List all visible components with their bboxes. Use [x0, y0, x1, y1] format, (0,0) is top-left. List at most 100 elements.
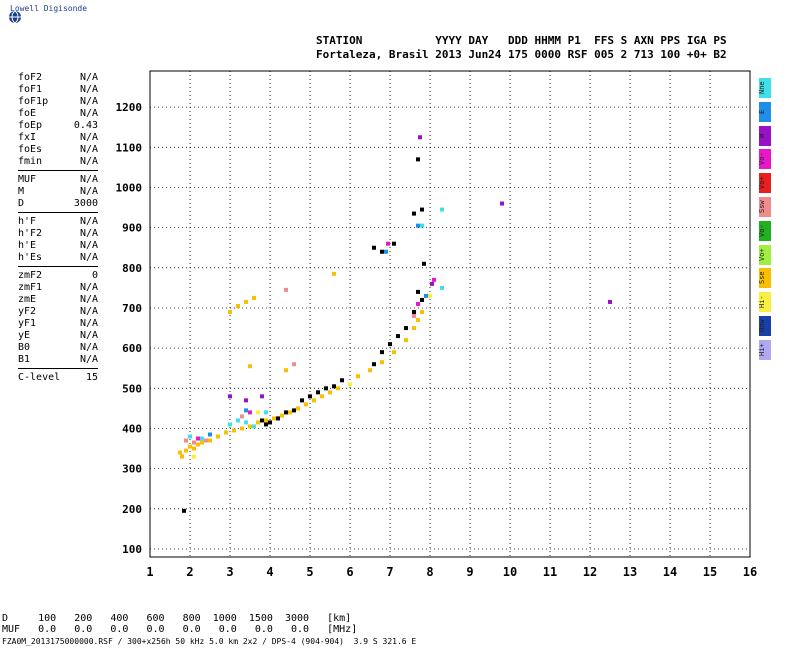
data-point	[380, 360, 384, 365]
file-info-footer: FZA0M_2013175000000.RSF / 300+x256h 50 k…	[2, 637, 417, 646]
param-label: h'E	[18, 240, 37, 251]
legend-label: Vo+	[758, 248, 766, 261]
x-tick-label: 7	[386, 565, 393, 579]
data-point	[416, 301, 420, 306]
param-row: fxI N/A	[18, 132, 98, 144]
data-point	[228, 394, 232, 399]
data-point	[332, 271, 336, 276]
x-tick-label: 11	[543, 565, 557, 579]
data-point	[404, 338, 408, 343]
data-point	[332, 384, 336, 389]
x-tick-label: 9	[466, 565, 473, 579]
y-tick-label: 1200	[116, 101, 143, 114]
data-point	[416, 223, 420, 228]
param-row: h'F2 N/A	[18, 228, 98, 240]
param-value: 15	[85, 372, 98, 383]
data-point	[264, 410, 268, 415]
data-point	[284, 287, 288, 292]
param-label: foEp	[18, 120, 43, 131]
legend-swatch: Ssw	[758, 196, 771, 217]
y-tick-label: 600	[122, 342, 142, 355]
data-point	[244, 299, 248, 304]
header-line-2: Fortaleza, Brasil 2013 Jun24 175 0000 RS…	[316, 48, 727, 61]
param-label: yE	[18, 330, 31, 341]
param-row: h'F N/A	[18, 216, 98, 228]
legend-label: Nnw	[758, 319, 766, 333]
param-row: h'E N/A	[18, 240, 98, 252]
param-label: B1	[18, 354, 31, 365]
data-point	[200, 436, 204, 441]
param-value: N/A	[79, 72, 98, 83]
data-point	[416, 157, 420, 162]
data-point	[216, 434, 220, 439]
legend-swatch: W	[758, 125, 771, 146]
header-line-1: STATION YYYY DAY DDD HHMM P1 FFS S AXN P…	[316, 34, 727, 47]
data-point	[404, 326, 408, 331]
data-point	[324, 386, 328, 391]
param-value: N/A	[79, 132, 98, 143]
param-value: 3000	[73, 198, 98, 209]
param-row: yF2 N/A	[18, 306, 98, 318]
data-point	[276, 416, 280, 421]
param-value: N/A	[79, 330, 98, 341]
data-point	[412, 309, 416, 314]
data-point	[384, 249, 388, 254]
legend-label: Nne	[758, 81, 766, 95]
data-point	[340, 378, 344, 383]
data-point	[428, 293, 432, 298]
y-tick-label: 800	[122, 262, 142, 275]
data-point	[380, 350, 384, 355]
data-point	[204, 438, 208, 443]
param-row: h'Es N/A	[18, 252, 98, 264]
muf-row: MUF 0.0 0.0 0.0 0.0 0.0 0.0 0.0 0.0 [MHz…	[2, 624, 358, 635]
data-point	[182, 508, 186, 513]
data-point	[264, 422, 268, 427]
data-point	[256, 420, 260, 425]
data-point	[284, 410, 288, 415]
distance-row: D 100 200 400 600 800 1000 1500 3000 [km…	[2, 613, 352, 624]
param-label: foF1	[18, 84, 43, 95]
ionospheric-parameters: foF2 N/A foF1 N/A foF1p N/A foE N/A foEp 0.43 fxI N…	[18, 72, 98, 384]
data-point	[192, 454, 196, 459]
y-tick-label: 200	[122, 503, 142, 516]
legend-swatch: Hi-	[758, 292, 771, 313]
param-label: C-level	[18, 372, 61, 383]
data-point	[240, 426, 244, 431]
data-point	[392, 350, 396, 355]
legend-label: Ssw	[758, 200, 766, 214]
data-point	[368, 368, 372, 373]
data-point	[420, 297, 424, 302]
legend-label: Vo+	[758, 176, 766, 190]
param-value: N/A	[79, 240, 98, 251]
data-point	[252, 424, 256, 429]
param-divider	[18, 212, 98, 213]
data-point	[244, 408, 248, 413]
legend-label: Hi+	[758, 343, 766, 357]
data-point	[420, 223, 424, 228]
data-point	[244, 398, 248, 403]
param-row: B1 N/A	[18, 354, 98, 366]
legend-label: Sse	[758, 272, 766, 285]
param-row: zmE N/A	[18, 294, 98, 306]
data-point	[280, 413, 284, 418]
data-point	[208, 432, 212, 437]
legend-swatch: E	[758, 101, 771, 122]
param-label: zmE	[18, 294, 37, 305]
data-point	[416, 318, 420, 323]
param-value: N/A	[79, 228, 98, 239]
data-point	[422, 261, 426, 266]
data-point	[440, 285, 444, 290]
data-point	[200, 440, 204, 445]
data-point	[184, 438, 188, 443]
x-tick-label: 14	[663, 565, 677, 579]
param-value: N/A	[79, 108, 98, 119]
data-point	[386, 241, 390, 246]
param-label: yF1	[18, 318, 37, 329]
data-point	[430, 281, 434, 286]
brand-logo: Lowell Digisonde	[9, 4, 87, 24]
y-tick-label: 300	[122, 463, 142, 476]
data-point	[236, 303, 240, 308]
data-point	[256, 410, 260, 415]
data-point	[260, 418, 264, 423]
